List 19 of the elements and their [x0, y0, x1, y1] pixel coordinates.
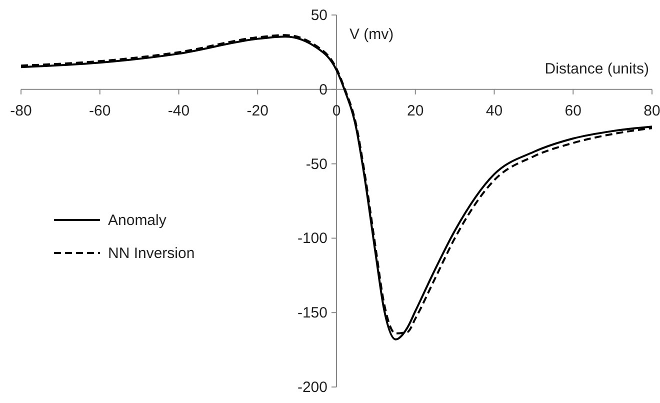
- x-tick-label: 60: [564, 102, 582, 120]
- x-tick-label: 80: [644, 102, 660, 120]
- x-tick-label: -80: [10, 102, 32, 120]
- y-tick-label: 50: [310, 7, 328, 24]
- x-tick-label: 20: [407, 102, 424, 120]
- x-tick-label: 0: [332, 102, 341, 120]
- legend-label: NN Inversion: [108, 245, 195, 262]
- x-tick-label: -60: [89, 102, 111, 120]
- x-tick-label: -40: [168, 102, 190, 120]
- y-tick-label: -200: [297, 379, 328, 396]
- y-tick-label: -100: [297, 230, 328, 248]
- x-tick-label: -20: [246, 102, 268, 120]
- x-axis-title: Distance (units): [544, 60, 650, 78]
- y-tick-label: -50: [306, 156, 328, 173]
- x-tick-label: 40: [486, 102, 503, 120]
- y-axis-title: V (mv): [350, 26, 394, 43]
- y-tick-label: 0: [319, 81, 328, 98]
- legend-label: Anomaly: [108, 212, 167, 229]
- y-tick-label: -150: [297, 304, 328, 322]
